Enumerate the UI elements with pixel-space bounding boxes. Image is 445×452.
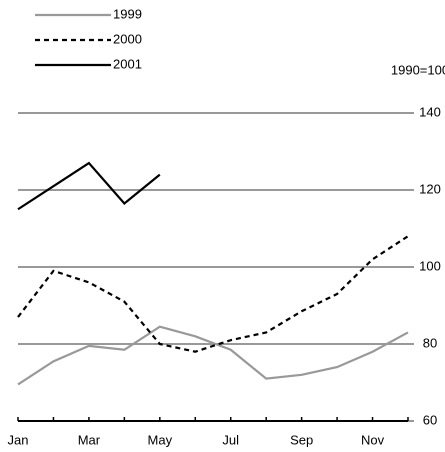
- y-tick-label: 60: [423, 412, 437, 427]
- series-line: [17, 235, 409, 353]
- x-tick-label: Nov: [361, 432, 385, 447]
- x-tick-label: Jul: [222, 432, 239, 447]
- legend-label: 2001: [113, 56, 142, 71]
- series-line: [17, 325, 409, 386]
- unit-label: 1990=100: [391, 62, 445, 77]
- y-tick-label: 100: [419, 258, 441, 273]
- legend-label: 1999: [113, 6, 142, 21]
- y-tick-label: 140: [419, 104, 441, 119]
- x-tick-label: Jan: [8, 432, 29, 447]
- x-tick-label: Mar: [78, 432, 101, 447]
- x-tick-label: Sep: [290, 432, 313, 447]
- y-tick-label: 80: [423, 335, 437, 350]
- series-line: [17, 161, 161, 211]
- legend-label: 2000: [113, 31, 142, 46]
- y-tick-label: 120: [419, 181, 441, 196]
- x-tick-label: May: [148, 432, 173, 447]
